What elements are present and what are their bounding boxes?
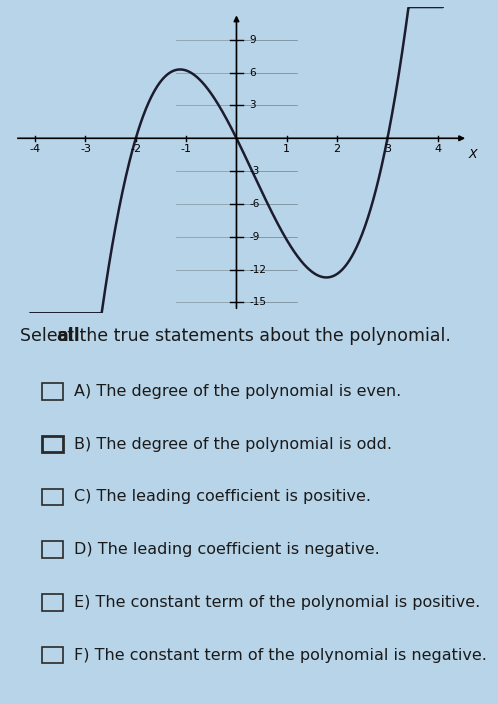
Text: 4: 4 <box>434 144 441 154</box>
Text: X: X <box>469 148 478 161</box>
FancyBboxPatch shape <box>42 436 63 453</box>
Text: -15: -15 <box>249 297 266 308</box>
Text: 1: 1 <box>283 144 290 154</box>
Text: B) The degree of the polynomial is odd.: B) The degree of the polynomial is odd. <box>74 436 392 452</box>
FancyBboxPatch shape <box>42 383 63 400</box>
Text: -9: -9 <box>249 232 259 241</box>
Text: -3: -3 <box>80 144 91 154</box>
Text: 2: 2 <box>334 144 341 154</box>
Text: -1: -1 <box>181 144 192 154</box>
Text: C) The leading coefficient is positive.: C) The leading coefficient is positive. <box>74 489 371 505</box>
FancyBboxPatch shape <box>42 489 63 505</box>
Text: E) The constant term of the polynomial is positive.: E) The constant term of the polynomial i… <box>74 595 481 610</box>
Text: D) The leading coefficient is negative.: D) The leading coefficient is negative. <box>74 542 380 557</box>
FancyBboxPatch shape <box>42 594 63 610</box>
Text: -4: -4 <box>29 144 41 154</box>
FancyBboxPatch shape <box>42 541 63 558</box>
Text: F) The constant term of the polynomial is negative.: F) The constant term of the polynomial i… <box>74 648 487 662</box>
Text: A) The degree of the polynomial is even.: A) The degree of the polynomial is even. <box>74 384 401 399</box>
FancyBboxPatch shape <box>42 647 63 663</box>
Text: -3: -3 <box>249 166 259 176</box>
Text: 3: 3 <box>384 144 391 154</box>
Text: 6: 6 <box>249 68 255 77</box>
Text: all: all <box>56 327 80 345</box>
Text: -2: -2 <box>130 144 141 154</box>
Text: 3: 3 <box>249 101 255 111</box>
Text: -6: -6 <box>249 199 259 209</box>
Text: 9: 9 <box>249 35 255 45</box>
Text: Select: Select <box>20 327 79 345</box>
Text: -12: -12 <box>249 265 266 275</box>
Text: the true statements about the polynomial.: the true statements about the polynomial… <box>74 327 451 345</box>
